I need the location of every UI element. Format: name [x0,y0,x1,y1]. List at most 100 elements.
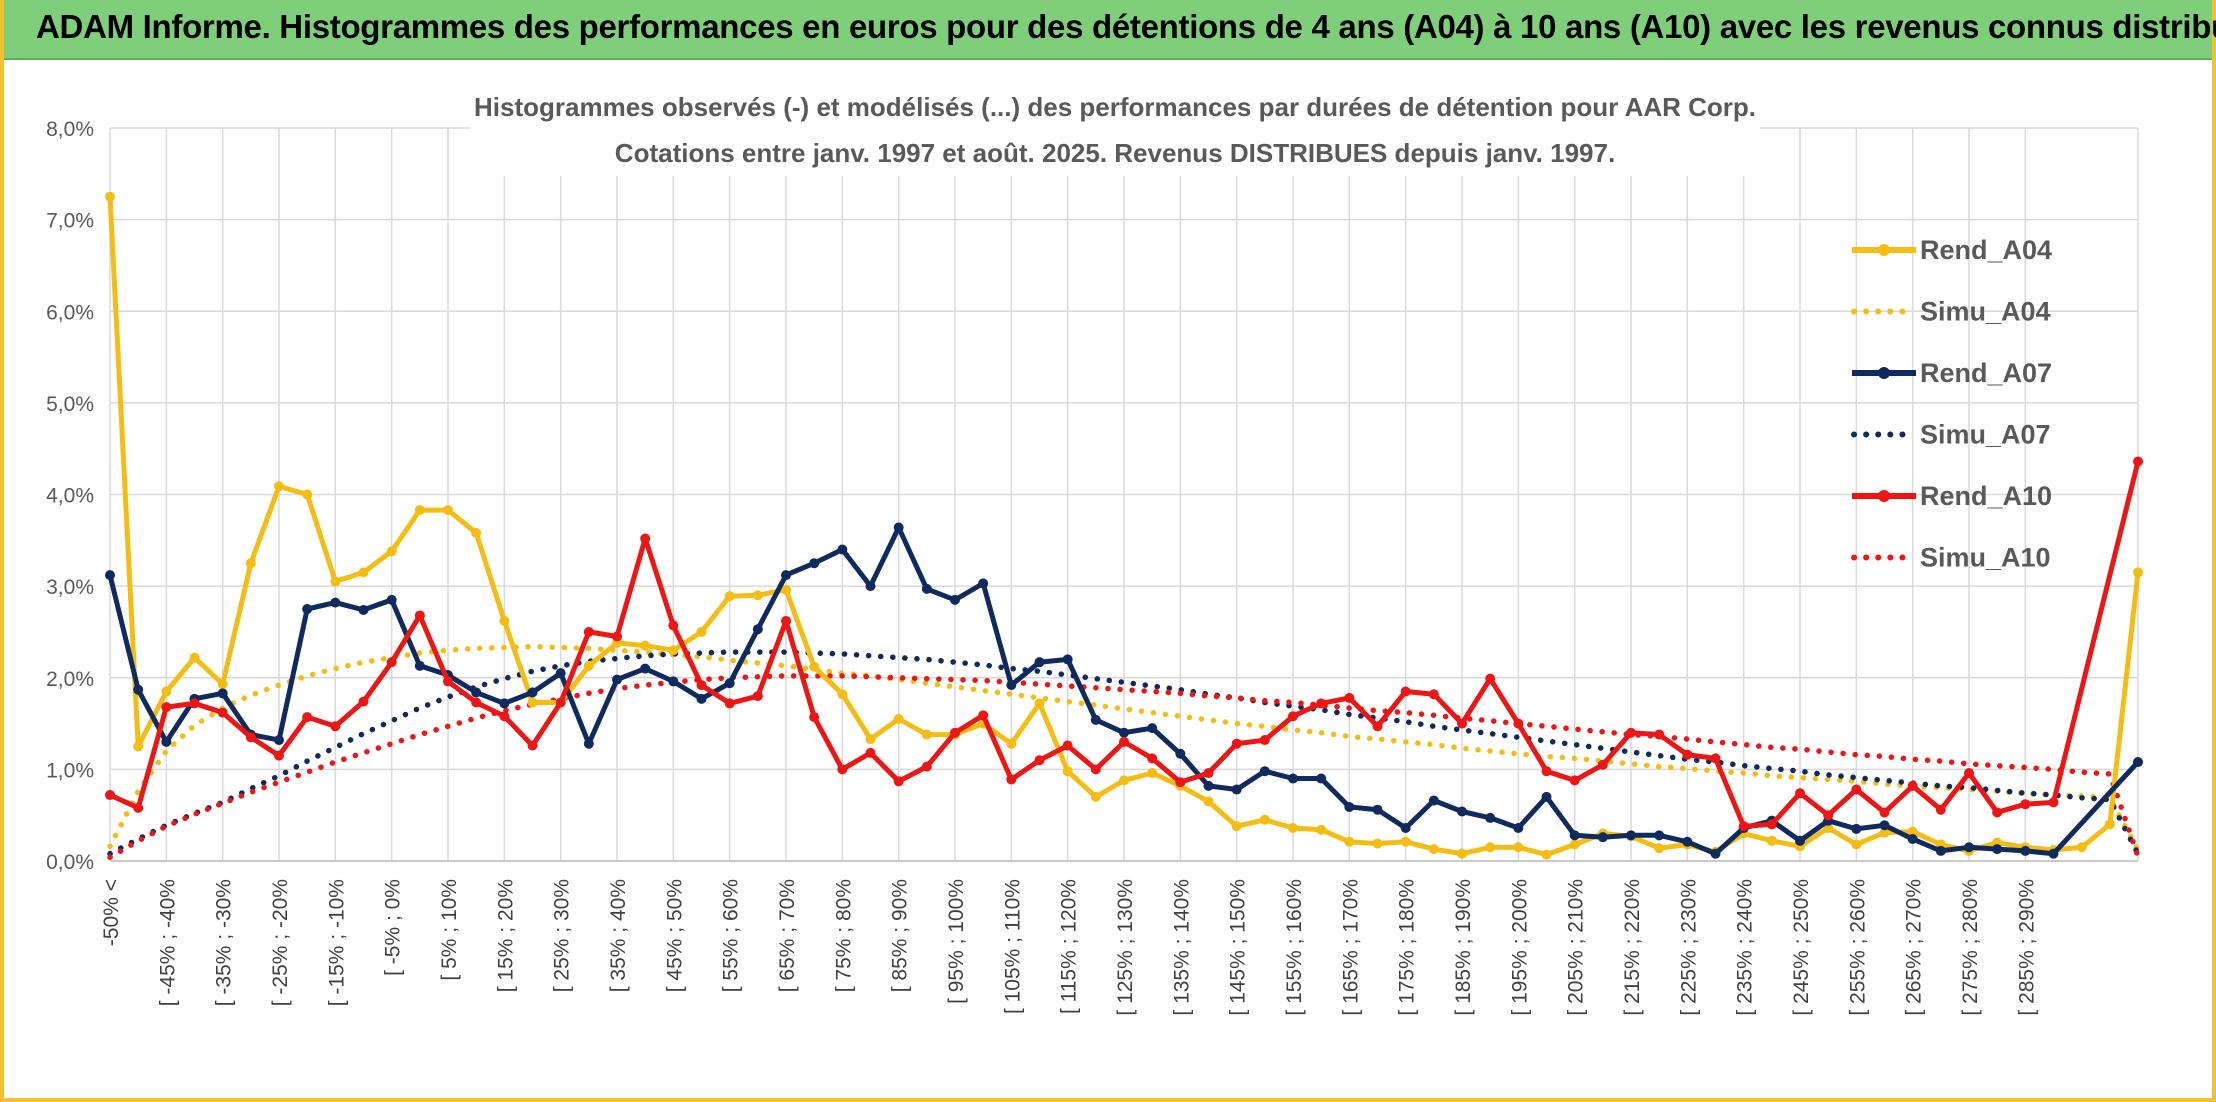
data-point [302,712,313,723]
y-tick-label: 8,0% [46,118,94,141]
x-tick-label: [ 235% ; 240% [1734,879,1757,1016]
data-point [1034,755,1045,766]
data-point [1682,749,1693,760]
data-point [1485,812,1496,823]
data-point [696,626,707,637]
data-point [1428,795,1439,806]
data-point [781,584,791,595]
data-point [1907,780,1918,791]
data-point [1569,839,1580,850]
data-point [1964,768,1974,779]
x-tick-label: [ 265% ; 270% [1903,879,1926,1016]
data-point [1907,826,1918,837]
data-point [1513,823,1524,834]
series-Simu_A07 [107,649,2141,857]
data-point [1090,791,1101,802]
data-point [386,594,397,605]
data-point [1119,775,1129,786]
data-point [1034,657,1045,668]
data-point [1851,839,1862,850]
data-point [1541,766,1552,777]
x-tick-label: [ 195% ; 200% [1508,879,1531,1016]
x-tick-label: [ 215% ; 220% [1621,879,1644,1016]
data-point [1400,823,1411,834]
data-point [837,544,848,555]
data-point [1851,784,1862,795]
chart-title-line-1: Histogrammes observés (-) et modélisés (… [474,92,1756,122]
data-point [921,583,932,594]
data-point [1935,845,1946,856]
x-tick-label: [ 225% ; 230% [1677,879,1700,1016]
data-point [1231,784,1242,795]
data-point [302,604,313,615]
data-point [1626,830,1636,841]
data-point [414,610,425,621]
data-point [893,713,904,724]
data-point [921,729,932,740]
data-point [1259,814,1270,825]
legend-label: Simu_A10 [1920,543,2051,573]
data-point [1569,775,1580,786]
data-point [1879,820,1890,831]
data-point [668,645,679,656]
data-point [809,712,820,723]
data-point [471,697,482,708]
data-point [1344,836,1355,847]
series-group [105,191,2143,861]
data-point [696,680,707,691]
data-point [1907,834,1918,845]
legend-item: Rend_A07 [1852,358,2052,388]
data-point [1485,842,1496,853]
data-point [724,678,735,689]
data-point [358,604,369,615]
data-point [1147,768,1158,779]
data-point [471,527,482,538]
data-point [1513,842,1524,853]
x-tick-label: [ 205% ; 210% [1565,879,1588,1016]
data-point [1992,844,2003,855]
data-point [1288,711,1298,722]
data-point [1400,686,1411,697]
data-point [893,522,904,533]
data-point [1372,804,1383,815]
x-tick-label: [ 285% ; 290% [2015,879,2038,1016]
data-point [330,721,341,732]
data-point [161,686,172,697]
legend-item: Rend_A10 [1852,481,2052,511]
legend-marker [1878,490,1890,502]
data-point [752,590,763,601]
x-tick-label: [ 65% ; 70% [776,879,799,992]
data-point [105,790,115,801]
data-point [1400,836,1411,847]
data-point [865,581,876,592]
data-point [330,597,341,608]
data-point [612,674,622,685]
data-point [414,660,425,671]
data-point [1006,680,1017,691]
data-point [1231,738,1242,749]
data-point [809,661,820,672]
data-point [527,697,538,708]
data-point [274,735,284,746]
legend-marker [1878,367,1890,379]
data-point [1569,830,1580,841]
banner-title: ADAM Informe. Histogrammes des performan… [36,8,2216,45]
data-point [781,615,791,626]
y-tick-label: 0,0% [46,851,94,874]
data-point [2048,797,2059,808]
data-point [1034,698,1045,709]
data-point [358,696,369,707]
x-tick-label: [ 255% ; 260% [1846,879,1869,1016]
legend-marker [1878,244,1890,256]
data-point [1203,768,1214,779]
data-point [1992,807,2003,818]
x-tick-label: [ -45% ; -40% [156,879,179,1006]
data-point [527,740,538,751]
data-point [668,676,679,687]
x-tick-label: [ 95% ; 100% [945,879,968,1004]
data-point [443,505,453,516]
data-point [161,736,172,747]
x-tick-label: [ 155% ; 160% [1283,879,1306,1016]
data-point [161,702,172,713]
